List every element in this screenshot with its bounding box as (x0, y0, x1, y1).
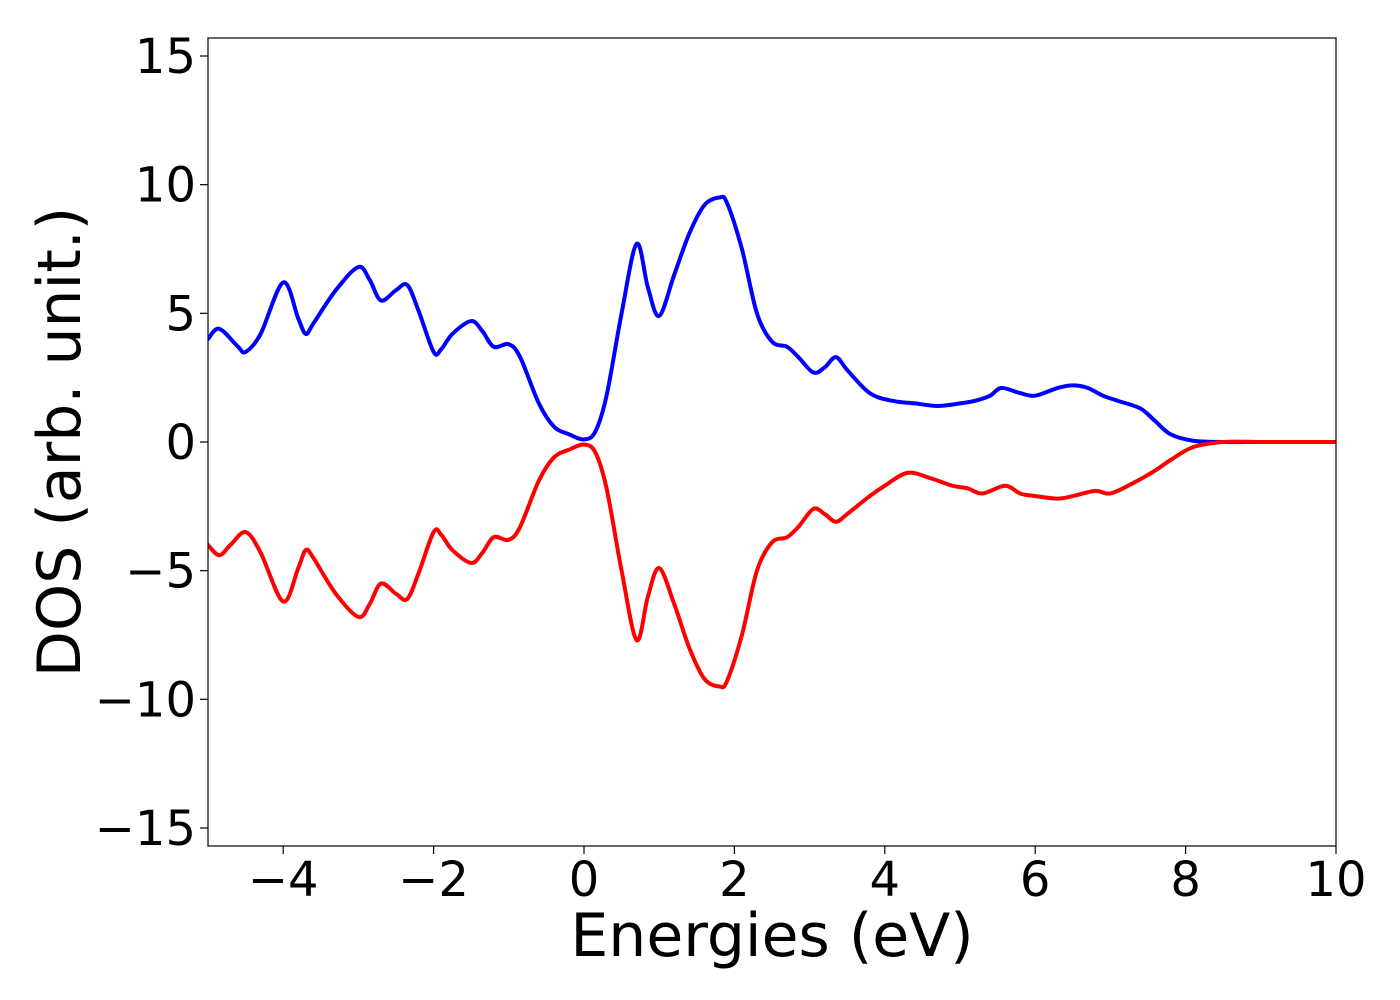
x-tick-label: −4 (248, 852, 319, 908)
x-tick-label: −2 (398, 852, 469, 908)
y-tick-label: −15 (95, 801, 196, 857)
x-axis: −4 −2 0 2 4 6 8 10 (248, 846, 1367, 908)
series-layer (208, 194, 1336, 690)
y-tick-label: 0 (165, 415, 196, 471)
series-line-2 (208, 439, 1336, 690)
x-axis-label: Energies (eV) (570, 901, 973, 971)
y-tick-label: 5 (165, 286, 196, 342)
y-tick-label: 15 (135, 29, 196, 85)
x-tick-label: 6 (1020, 852, 1051, 908)
y-tick-label: −5 (125, 544, 196, 600)
y-axis: 15 10 5 0 −5 −10 −15 (95, 29, 208, 857)
y-tick-label: −10 (95, 672, 196, 728)
y-tick-label: 10 (135, 158, 196, 214)
y-axis-label: DOS (arb. unit.) (25, 207, 95, 677)
x-tick-label: 4 (870, 852, 901, 908)
series-line-1 (208, 194, 1336, 445)
x-tick-label: 10 (1305, 852, 1366, 908)
x-tick-label: 2 (719, 852, 750, 908)
x-tick-label: 8 (1170, 852, 1201, 908)
x-tick-label: 0 (569, 852, 600, 908)
